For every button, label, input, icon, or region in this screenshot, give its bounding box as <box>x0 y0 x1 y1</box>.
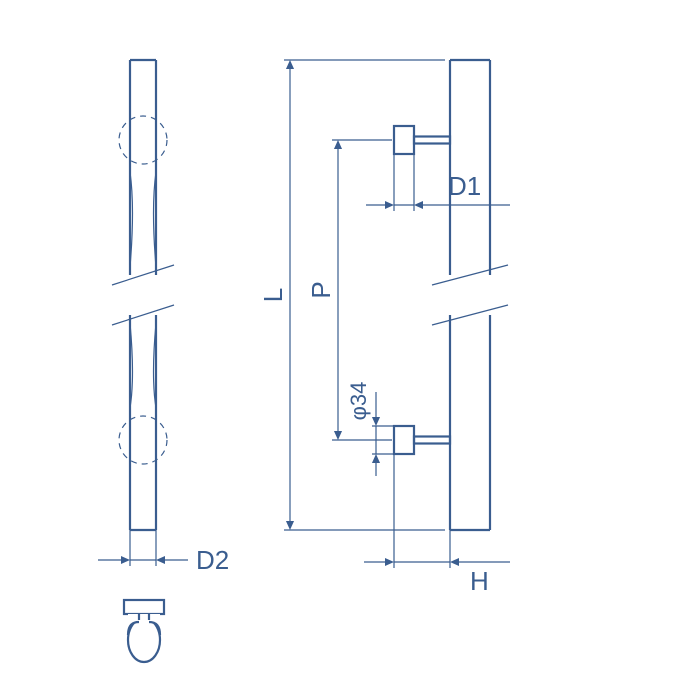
label-l: L <box>258 288 288 302</box>
label-h: H <box>470 566 489 596</box>
technical-drawing: D2 L Pφ34 D1 H <box>0 0 700 700</box>
label-d1: D1 <box>448 171 481 201</box>
label-diameter: φ34 <box>346 382 371 421</box>
label-p: P <box>306 281 336 298</box>
label-d2: D2 <box>196 545 229 575</box>
